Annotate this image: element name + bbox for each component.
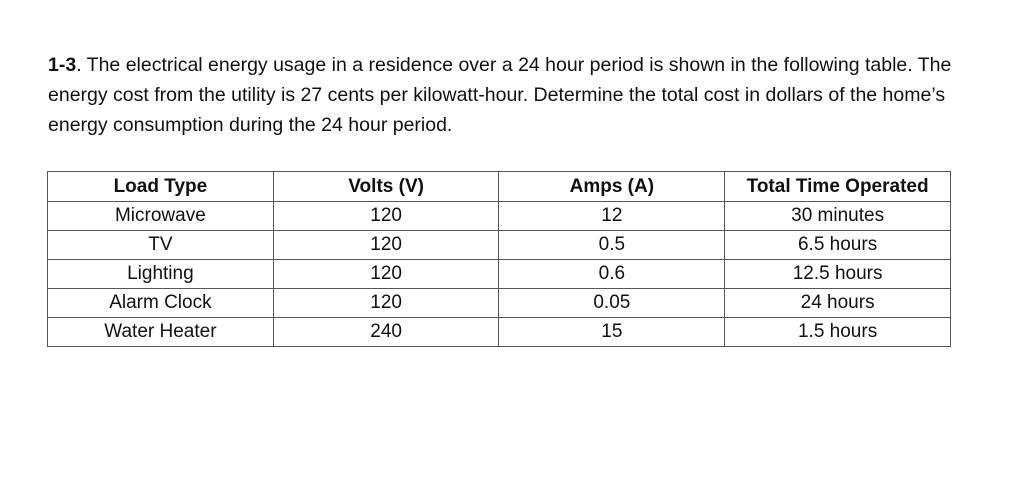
cell-load-type: Lighting — [47, 259, 274, 289]
cell-load-type: TV — [47, 230, 274, 260]
table-header-row: Load Type Volts (V) Amps (A) Total Time … — [47, 171, 951, 202]
problem-text: . The electrical energy usage in a resid… — [48, 54, 952, 136]
table-row: Lighting 120 0.6 12.5 hours — [47, 259, 951, 289]
cell-load-type: Water Heater — [47, 317, 274, 347]
header-volts: Volts (V) — [272, 171, 500, 202]
cell-time: 24 hours — [724, 288, 951, 318]
cell-volts: 240 — [272, 317, 500, 347]
cell-volts: 120 — [272, 259, 500, 289]
cell-time: 6.5 hours — [724, 230, 951, 260]
cell-load-type: Microwave — [47, 201, 274, 231]
cell-time: 12.5 hours — [724, 259, 951, 289]
cell-amps: 0.5 — [498, 230, 726, 260]
cell-amps: 12 — [498, 201, 726, 231]
problem-statement: 1-3. The electrical energy usage in a re… — [48, 50, 978, 140]
cell-volts: 120 — [272, 230, 500, 260]
table-row: Water Heater 240 15 1.5 hours — [47, 317, 951, 347]
cell-amps: 0.05 — [498, 288, 726, 318]
header-amps: Amps (A) — [498, 171, 726, 202]
cell-volts: 120 — [272, 288, 500, 318]
table-row: Alarm Clock 120 0.05 24 hours — [47, 288, 951, 318]
cell-time: 30 minutes — [724, 201, 951, 231]
header-total-time: Total Time Operated — [724, 171, 951, 202]
cell-time: 1.5 hours — [724, 317, 951, 347]
energy-usage-table: Load Type Volts (V) Amps (A) Total Time … — [47, 171, 951, 347]
cell-amps: 0.6 — [498, 259, 726, 289]
table-row: TV 120 0.5 6.5 hours — [47, 230, 951, 260]
cell-amps: 15 — [498, 317, 726, 347]
cell-volts: 120 — [272, 201, 500, 231]
header-load-type: Load Type — [47, 171, 274, 202]
problem-number: 1-3 — [48, 54, 77, 76]
table-row: Microwave 120 12 30 minutes — [47, 201, 951, 231]
cell-load-type: Alarm Clock — [47, 288, 274, 318]
